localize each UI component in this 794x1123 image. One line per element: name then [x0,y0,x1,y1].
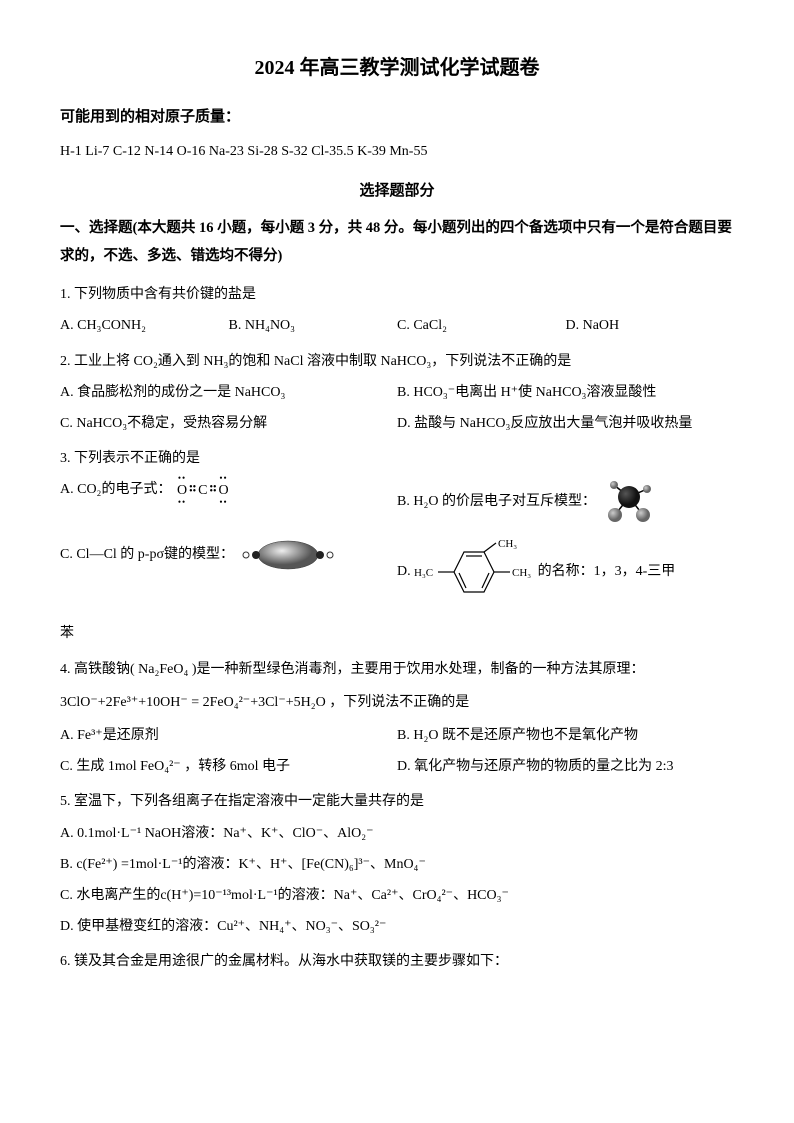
q3-opt-b: B. H₂O 的价层电子对互斥模型： [397,477,734,527]
q2-options-row2: C. NaHCO₃不稳定，受热容易分解 D. 盐酸与 NaHCO₃反应放出大量气… [60,411,734,436]
question-1: 1. 下列物质中含有共价键的盐是 A. CH₃CONH₂ B. NH₄NO₃ C… [60,282,734,338]
q3-opt-c: C. Cl—Cl 的 p-pσ键的模型： [60,537,397,607]
q1-opt-b: B. NH₄NO₃ [229,313,398,338]
q3-a-label: A. CO₂的电子式： [60,482,171,497]
question-3: 3. 下列表示不正确的是 A. CO₂的电子式： ••O•• •• •• C •… [60,446,734,646]
q4-row2: C. 生成 1mol FeO₄²⁻ ，转移 6mol 电子 D. 氧化产物与还原… [60,754,734,779]
question-6: 6. 镁及其合金是用途很广的金属材料。从海水中获取镁的主要步骤如下： [60,949,734,974]
trimethylbenzene-icon: CH₃ CH₃ H₃C [414,537,534,607]
q3-text: 3. 下列表示不正确的是 [60,446,734,471]
q3-opt-d: D. CH₃ CH₃ H₃C 的名称：1，3，4-三甲 [397,537,734,607]
lewis-co2-icon: ••O•• •• •• C •• •• ••O•• [175,478,231,503]
q1-options: A. CH₃CONH₂ B. NH₄NO₃ C. CaCl₂ D. NaOH [60,313,734,338]
q4-opt-a: A. Fe³⁺是还原剂 [60,723,397,748]
q3-trail: 苯 [60,621,734,646]
q2-opt-a: A. 食品膨松剂的成份之一是 NaHCO₃ [60,380,397,405]
svg-text:CH₃: CH₃ [512,567,531,579]
q2-opt-c: C. NaHCO₃不稳定，受热容易分解 [60,411,397,436]
page-title: 2024 年高三教学测试化学试题卷 [60,50,734,86]
q1-opt-c: C. CaCl₂ [397,313,566,338]
q5-opt-b: B. c(Fe²⁺) =1mol·L⁻¹的溶液：K⁺、H⁺、[Fe(CN)₆]³… [60,852,734,877]
instruction-text: 一、选择题(本大题共 16 小题，每小题 3 分，共 48 分。每小题列出的四个… [60,215,734,270]
svg-text:H₃C: H₃C [414,567,433,579]
q4-opt-b: B. H₂O 既不是还原产物也不是氧化产物 [397,723,734,748]
q3-row2: C. Cl—Cl 的 p-pσ键的模型： D. CH₃ [60,537,734,607]
q2-options-row1: A. 食品膨松剂的成份之一是 NaHCO₃ B. HCO₃⁻电离出 H⁺使 Na… [60,380,734,405]
q5-opt-d: D. 使甲基橙变红的溶液：Cu²⁺、NH₄⁺、NO₃⁻、SO₃²⁻ [60,914,734,939]
q3-c-label: C. Cl—Cl 的 p-pσ键的模型： [60,548,234,563]
q5-opt-a: A. 0.1mol·L⁻¹ NaOH溶液：Na⁺、K⁺、ClO⁻、AlO₂⁻ [60,821,734,846]
q3-d-label-pre: D. [397,565,414,580]
q1-opt-d: D. NaOH [566,313,735,338]
question-4: 4. 高铁酸钠( Na₂FeO₄ )是一种新型绿色消毒剂，主要用于饮用水处理，制… [60,657,734,780]
q3-row1: A. CO₂的电子式： ••O•• •• •• C •• •• ••O•• B.… [60,477,734,527]
q2-opt-d: D. 盐酸与 NaHCO₃反应放出大量气泡并吸收热量 [397,411,734,436]
q4-text: 4. 高铁酸钠( Na₂FeO₄ )是一种新型绿色消毒剂，主要用于饮用水处理，制… [60,657,734,682]
question-2: 2. 工业上将 CO₂通入到 NH₃的饱和 NaCl 溶液中制取 NaHCO₃，… [60,349,734,437]
sigma-bond-icon [238,537,338,573]
q5-opt-c: C. 水电离产生的c(H⁺)=10⁻¹³mol·L⁻¹的溶液：Na⁺、Ca²⁺、… [60,883,734,908]
q3-b-label: B. H₂O 的价层电子对互斥模型： [397,495,596,510]
section-header: 选择题部分 [60,178,734,205]
q4-opt-c: C. 生成 1mol FeO₄²⁻ ，转移 6mol 电子 [60,754,397,779]
q6-text: 6. 镁及其合金是用途很广的金属材料。从海水中获取镁的主要步骤如下： [60,949,734,974]
q3-d-label-post: 的名称：1，3，4-三甲 [538,565,676,580]
q3-opt-a: A. CO₂的电子式： ••O•• •• •• C •• •• ••O•• [60,477,397,527]
q1-opt-a: A. CH₃CONH₂ [60,313,229,338]
q2-opt-b: B. HCO₃⁻电离出 H⁺使 NaHCO₃溶液显酸性 [397,380,734,405]
q1-text: 1. 下列物质中含有共价键的盐是 [60,282,734,307]
svg-text:CH₃: CH₃ [498,538,517,550]
atomic-mass-label: 可能用到的相对原子质量： [60,104,734,131]
q5-text: 5. 室温下，下列各组离子在指定溶液中一定能大量共存的是 [60,789,734,814]
question-5: 5. 室温下，下列各组离子在指定溶液中一定能大量共存的是 A. 0.1mol·L… [60,789,734,939]
q4-opt-d: D. 氧化产物与还原产物的物质的量之比为 2:3 [397,754,734,779]
vsepr-h2o-icon [599,477,659,527]
q2-text: 2. 工业上将 CO₂通入到 NH₃的饱和 NaCl 溶液中制取 NaHCO₃，… [60,349,734,374]
atomic-masses: H-1 Li-7 C-12 N-14 O-16 Na-23 Si-28 S-32… [60,139,734,164]
q4-equation: 3ClO⁻+2Fe³⁺+10OH⁻ = 2FeO₄²⁻+3Cl⁻+5H₂O ，下… [60,690,734,715]
q4-row1: A. Fe³⁺是还原剂 B. H₂O 既不是还原产物也不是氧化产物 [60,723,734,748]
